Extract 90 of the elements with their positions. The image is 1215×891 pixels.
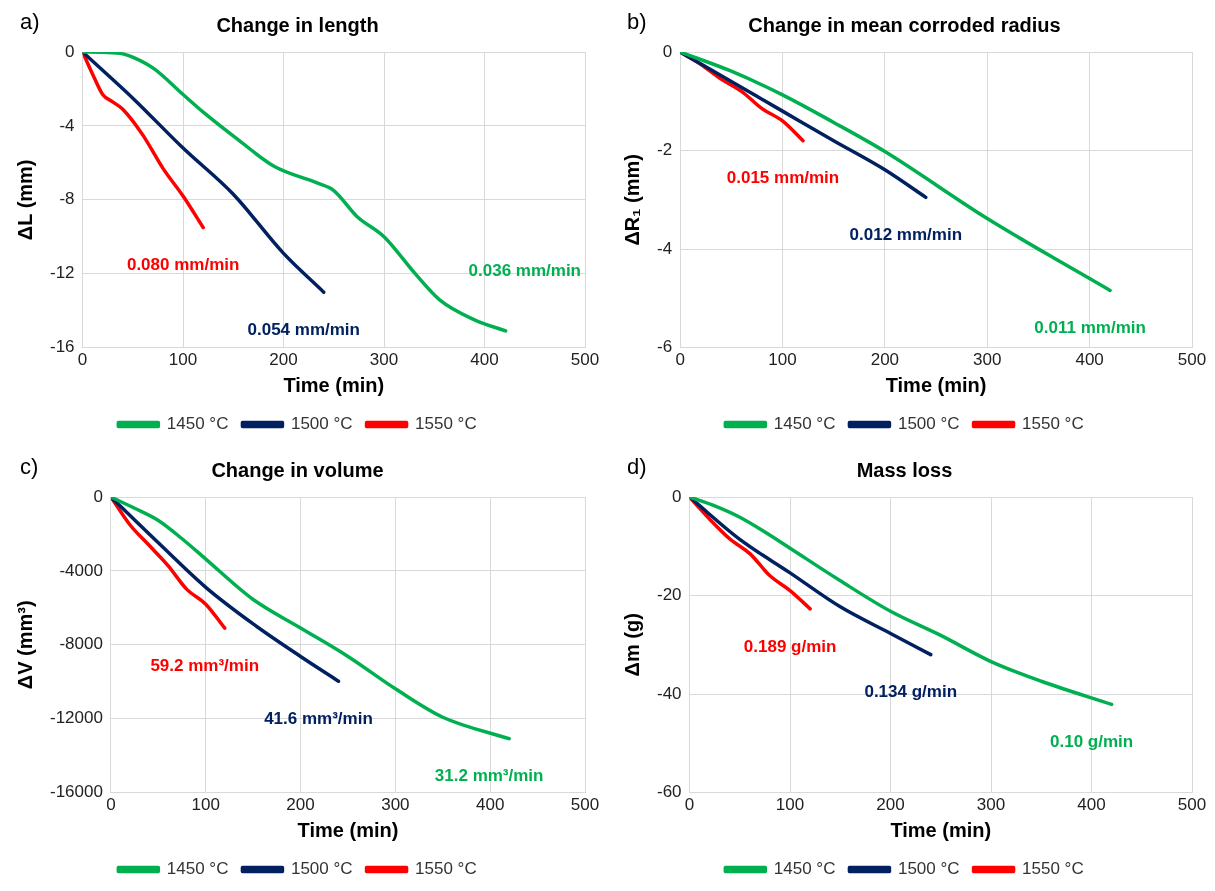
x-tick-label: 400 [1075,350,1104,370]
x-axis-title: Time (min) [297,818,399,841]
y-tick-label: -40 [656,683,682,703]
annotation: 0.189 g/min [743,636,837,656]
annotation: 0.134 g/min [864,682,958,702]
legend-label: 1550 °C [1022,414,1084,434]
legend-label: 1450 °C [166,859,229,879]
chart-title: Mass loss [856,458,953,481]
y-tick-label: -16000 [50,782,103,802]
y-tick-label: -12000 [50,708,103,728]
y-tick-label: 0 [65,41,75,61]
chart-title: Change in volume [211,458,384,481]
annotation: 0.054 mm/min [247,319,360,339]
y-tick-label: -4000 [59,560,103,580]
x-tick-label: 300 [381,795,410,815]
legend-label: 1550 °C [1022,859,1084,879]
line-series [82,52,205,230]
line-series [689,497,933,657]
x-tick-label: 0 [684,795,695,815]
x-axis-title: Time (min) [890,818,992,841]
x-tick-label: 500 [1177,795,1207,815]
x-tick-label: 500 [570,795,600,815]
y-tick-label: 0 [93,486,103,506]
x-tick-label: 200 [269,350,298,370]
annotation: 31.2 mm³/min [434,766,544,786]
line-series [680,52,1112,293]
y-axis-title: ΔR₁ (mm) [620,154,643,246]
y-tick-label: -16 [49,337,75,357]
line-series [110,497,511,741]
y-tick-label: -12 [49,263,75,283]
line-series [82,52,326,294]
line-series [110,497,227,630]
x-tick-label: 200 [870,350,900,370]
x-tick-label: 300 [369,350,399,370]
y-axis-title: ΔL (mm) [13,159,36,241]
x-tick-label: 100 [191,795,220,815]
y-tick-label: -8 [59,189,75,209]
x-tick-label: 0 [106,795,116,815]
y-tick-label: 0 [662,41,673,61]
x-tick-label: 200 [286,795,315,815]
y-axis-title: Δm (g) [620,613,643,677]
legend-label: 1500 °C [897,859,960,879]
x-tick-label: 100 [168,350,198,370]
x-tick-label: 400 [476,795,505,815]
annotation: 59.2 mm³/min [150,655,260,675]
text: d) [627,454,647,480]
x-tick-label: 500 [570,350,600,370]
y-tick-label: -4 [59,115,75,135]
annotation: 0.080 mm/min [126,255,240,275]
y-tick-label: -2 [656,140,673,160]
x-axis-title: Time (min) [283,373,385,396]
annotation: 0.011 mm/min [1034,318,1146,338]
y-axis-title: ΔV (mm³) [13,600,36,690]
x-tick-label: 400 [1077,795,1106,815]
y-tick-label: -60 [656,782,682,802]
y-tick-label: -8000 [59,634,103,654]
legend-label: 1500 °C [290,414,353,434]
line-series [689,497,1114,707]
y-tick-label: -4 [656,238,673,258]
line-series [110,497,341,683]
line-series [689,497,812,611]
annotation: 0.015 mm/min [726,168,840,188]
chart-title: Change in mean corroded radius [748,13,1061,36]
x-tick-label: 300 [976,795,1006,815]
chart-title: Change in length [216,13,379,36]
x-tick-label: 500 [1177,350,1207,370]
y-tick-label: -6 [656,337,673,357]
annotation: 0.10 g/min [1050,732,1134,752]
legend-label: 1550 °C [415,414,477,434]
legend-label: 1500 °C [290,859,353,879]
x-tick-label: 400 [470,350,499,370]
x-tick-label: 300 [973,350,1002,370]
x-tick-label: 200 [876,795,905,815]
line-series [680,52,928,200]
x-tick-label: 100 [768,350,797,370]
annotation: 0.012 mm/min [849,225,963,245]
legend-label: 1450 °C [773,859,836,879]
x-tick-label: 100 [775,795,805,815]
legend-label: 1500 °C [897,414,960,434]
text: a) [20,9,40,35]
text: b) [627,9,647,35]
text: c) [20,454,39,480]
legend-label: 1450 °C [773,414,836,434]
annotation: 0.036 mm/min [468,260,582,280]
legend-label: 1550 °C [415,859,477,879]
y-tick-label: 0 [672,486,682,506]
annotation: 41.6 mm³/min [264,708,373,728]
y-tick-label: -20 [656,585,682,605]
x-axis-title: Time (min) [885,373,987,396]
legend-label: 1450 °C [166,414,229,434]
